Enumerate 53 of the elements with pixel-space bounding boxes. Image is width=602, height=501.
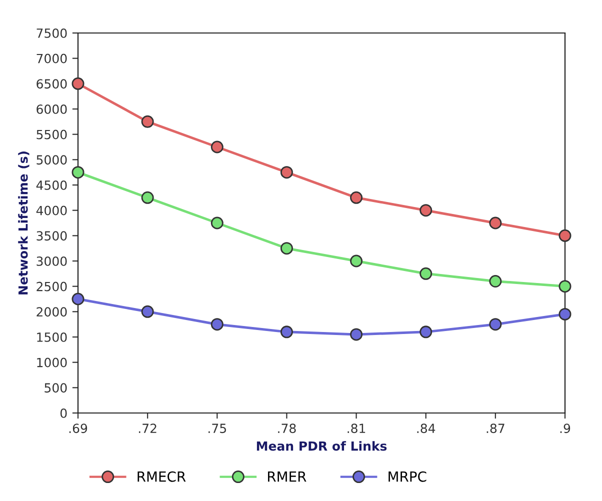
y-tick-label: 7500 (36, 28, 67, 38)
point (141, 191, 154, 204)
y-tick-label: 3000 (36, 256, 67, 266)
y-tick-label: 0 (60, 408, 67, 418)
x-tick-label: .78 (278, 424, 296, 434)
point (489, 275, 502, 288)
y-tick-label: 5000 (36, 155, 67, 165)
y-tick-label: 4000 (36, 206, 67, 216)
y-tick-label: 500 (44, 383, 67, 393)
point (280, 326, 293, 338)
y-tick-label: 4500 (36, 180, 67, 190)
point (210, 140, 224, 154)
point (420, 326, 432, 338)
point (420, 267, 432, 280)
point (141, 305, 154, 318)
x-tick-label: .75 (208, 424, 226, 434)
y-tick-label: 1500 (37, 332, 67, 342)
y-tick-label: 2500 (36, 282, 67, 292)
point (210, 216, 224, 230)
x-axis-title: Mean PDR of Links (256, 441, 387, 451)
point (558, 280, 572, 293)
x-tick-label: .87 (486, 424, 504, 434)
y-tick-label: 6500 (36, 79, 67, 89)
x-tick-label: .72 (138, 424, 156, 433)
point (350, 191, 363, 204)
legend-label: MRPC (388, 471, 426, 482)
point (558, 229, 572, 242)
point (280, 242, 293, 255)
x-tick-label: .81 (348, 424, 366, 434)
y-tick-label: 6000 (36, 104, 67, 114)
point (210, 318, 224, 331)
point (489, 216, 502, 230)
x-tick-label: .69 (69, 424, 88, 434)
x-tick-label: .84 (417, 424, 436, 434)
point (420, 204, 432, 217)
point (141, 115, 154, 128)
point (489, 318, 502, 331)
point (558, 308, 572, 320)
y-tick-label: 1000 (37, 358, 67, 368)
y-tick-label: 5500 (36, 130, 67, 140)
point (350, 328, 363, 341)
y-tick-label: 3500 (36, 231, 67, 241)
point (72, 292, 84, 306)
point (72, 77, 84, 90)
y-tick-label: 7000 (36, 54, 67, 64)
legend-label: RMECR (138, 471, 186, 482)
legend-label: RMER (268, 472, 306, 482)
point (72, 166, 84, 179)
point (350, 254, 363, 268)
point (280, 166, 293, 179)
x-tick-label: .9 (560, 424, 570, 434)
y-axis-title: Network Lifetime (s) (18, 152, 30, 294)
y-tick-label: 2000 (36, 307, 67, 317)
